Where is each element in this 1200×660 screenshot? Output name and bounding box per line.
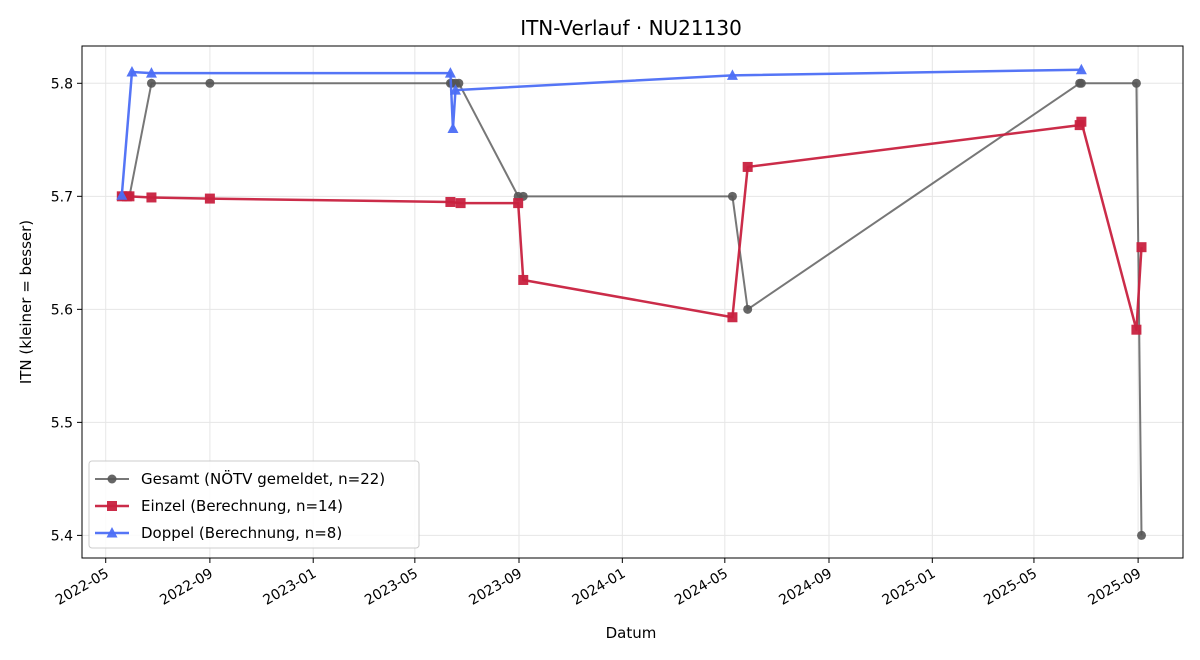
data-point <box>727 191 737 201</box>
series-layer <box>116 63 1147 540</box>
data-point <box>447 122 459 134</box>
data-point <box>1075 63 1087 75</box>
x-tick-label: 2023-05 <box>362 566 421 609</box>
legend-item: Doppel (Berechnung, n=8) <box>95 524 342 542</box>
data-point <box>1137 530 1147 540</box>
series-line <box>120 68 1082 196</box>
data-point <box>742 161 753 172</box>
legend-label: Gesamt (NÖTV gemeldet, n=22) <box>141 469 385 488</box>
data-point <box>1076 78 1086 88</box>
data-point <box>146 78 156 88</box>
x-axis-title: Datum <box>606 624 657 642</box>
plot-frame <box>81 45 1184 559</box>
data-point <box>743 304 753 314</box>
legend-item: Gesamt (NÖTV gemeldet, n=22) <box>95 469 385 488</box>
data-point <box>727 312 738 323</box>
legend-label: Doppel (Berechnung, n=8) <box>141 524 342 542</box>
legend-label: Einzel (Berechnung, n=14) <box>141 497 343 515</box>
data-point <box>444 67 456 78</box>
x-axis-ticks: 2022-05 2022-09 2023-01 2023-05 2023-09 2024-… <box>53 558 1144 609</box>
data-point <box>124 191 135 202</box>
x-tick-label: 2025-01 <box>880 566 939 609</box>
data-point <box>1076 116 1087 127</box>
legend-item: Einzel (Berechnung, n=14) <box>95 497 343 515</box>
data-point <box>145 67 157 78</box>
legend-marker <box>107 474 117 484</box>
data-point <box>204 193 215 204</box>
data-point <box>513 198 524 209</box>
y-tick-label: 5.4 <box>51 528 73 544</box>
y-tick-label: 5.6 <box>51 302 73 318</box>
y-axis-title: ITN (kleiner = besser) <box>17 220 35 384</box>
data-point <box>445 196 456 207</box>
x-tick-label: 2025-05 <box>981 566 1040 609</box>
x-tick-label: 2022-09 <box>157 566 216 609</box>
y-tick-label: 5.5 <box>51 415 73 431</box>
data-point <box>1131 324 1142 335</box>
y-axis-ticks: 5.4 5.5 5.6 5.7 5.8 <box>51 76 82 544</box>
data-point <box>726 69 738 80</box>
legend: Gesamt (NÖTV gemeldet, n=22) Einzel (Bere… <box>88 460 420 549</box>
series-line <box>121 120 1143 331</box>
x-tick-label: 2024-05 <box>672 566 731 609</box>
data-point <box>1136 242 1147 253</box>
data-point <box>205 78 215 88</box>
data-point <box>518 274 529 285</box>
legend-box <box>88 460 420 549</box>
data-point <box>454 78 464 88</box>
chart-title: ITN-Verlauf · NU21130 <box>520 16 742 40</box>
x-tick-label: 2022-05 <box>53 566 112 609</box>
x-tick-label: 2025-09 <box>1085 566 1144 609</box>
data-point <box>126 65 138 77</box>
x-tick-label: 2024-09 <box>776 566 835 609</box>
y-tick-label: 5.8 <box>51 76 73 92</box>
y-tick-label: 5.7 <box>51 189 73 205</box>
x-tick-label: 2023-01 <box>261 566 320 609</box>
legend-marker <box>106 527 118 538</box>
x-tick-label: 2024-01 <box>570 566 629 609</box>
data-point <box>1131 78 1141 88</box>
data-point <box>455 198 466 209</box>
series-triangle <box>116 63 1087 200</box>
series-square <box>116 116 1147 335</box>
legend-marker <box>107 501 117 511</box>
data-point <box>449 84 461 95</box>
data-point <box>146 192 157 203</box>
x-tick-label: 2023-09 <box>466 566 525 609</box>
data-point <box>116 189 128 200</box>
